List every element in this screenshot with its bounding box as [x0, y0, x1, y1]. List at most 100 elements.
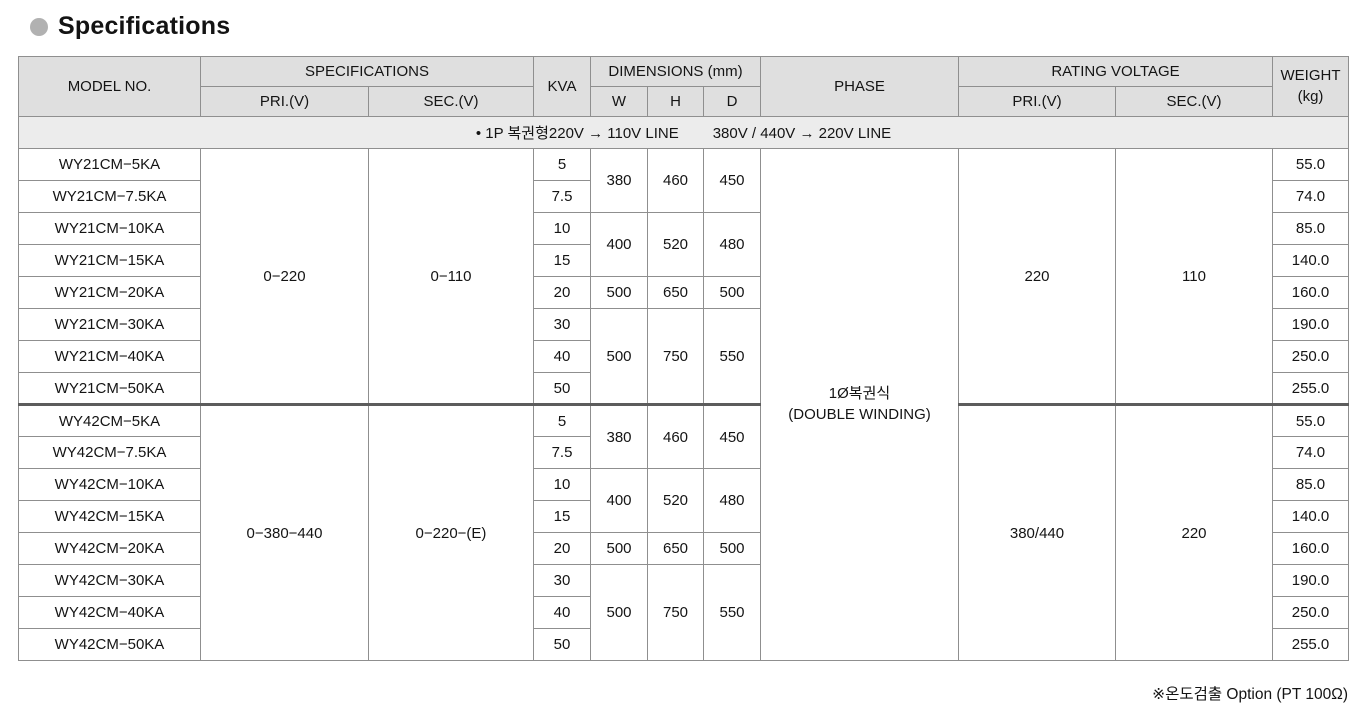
weight-cell: 74.0	[1272, 180, 1350, 213]
dim-d-cell: 450	[703, 148, 761, 213]
rating-pri-cell-block1: 220	[958, 148, 1116, 405]
col-header-rating-voltage: RATING VOLTAGE	[957, 56, 1274, 87]
dim-d-cell: 500	[703, 276, 761, 309]
model-cell: WY42CM−40KA	[18, 596, 201, 629]
phase-line1: 1Ø복권식	[828, 385, 891, 403]
weight-cell: 250.0	[1272, 596, 1350, 629]
kva-cell: 50	[533, 628, 591, 661]
dim-w-cell: 380	[590, 148, 648, 213]
table-row: WY42CM−7.5KA 7.5 74.0	[18, 436, 1350, 469]
model-cell: WY21CM−5KA	[18, 148, 201, 181]
dim-d-cell: 480	[703, 468, 761, 533]
kva-cell: 10	[533, 212, 591, 245]
spec-pri-cell-block2: 0−380−440	[200, 403, 369, 661]
kva-cell: 5	[533, 148, 591, 181]
col-header-spec-sec: SEC.(V)	[368, 86, 534, 117]
dim-d-cell: 550	[703, 564, 761, 661]
kva-cell: 30	[533, 564, 591, 597]
weight-cell: 55.0	[1272, 148, 1350, 181]
dim-d-cell: 500	[703, 532, 761, 565]
line-note-row: • 1P 복권형220V → 110V LINE 380V / 440V → 22…	[17, 116, 1350, 149]
spec-sec-cell-block2: 0−220−(E)	[368, 403, 534, 661]
weight-label: WEIGHT	[1280, 67, 1341, 85]
weight-cell: 140.0	[1272, 500, 1350, 533]
dim-w-cell: 400	[590, 212, 648, 277]
table-row: WY21CM−5KA 0−220 0−110 5 380 460 450 1Ø복…	[18, 148, 1350, 661]
kva-cell: 15	[533, 500, 591, 533]
kva-cell: 15	[533, 244, 591, 277]
col-header-rating-pri: PRI.(V)	[958, 86, 1116, 117]
dim-h-cell: 460	[647, 148, 704, 213]
col-header-dim-h: H	[647, 86, 704, 117]
weight-cell: 255.0	[1272, 372, 1350, 405]
model-cell: WY42CM−7.5KA	[18, 436, 201, 469]
col-header-specifications: SPECIFICATIONS	[200, 56, 534, 87]
model-cell: WY21CM−15KA	[18, 244, 201, 277]
model-cell: WY42CM−50KA	[18, 628, 201, 661]
phase-cell: 1Ø복권식 (DOUBLE WINDING)	[760, 148, 959, 661]
dim-h-cell: 750	[647, 564, 704, 661]
weight-cell: 74.0	[1272, 436, 1350, 469]
kva-cell: 7.5	[533, 180, 591, 213]
model-cell: WY42CM−5KA	[18, 403, 201, 437]
table-row: WY21CM−7.5KA 7.5 74.0	[18, 180, 1350, 213]
weight-cell: 55.0	[1272, 403, 1350, 437]
col-header-dim-w: W	[590, 86, 648, 117]
col-header-dim-d: D	[703, 86, 761, 117]
dim-h-cell: 520	[647, 212, 704, 277]
table-row: WY21CM−20KA 20 500 650 500 160.0	[18, 276, 1350, 309]
kva-cell: 30	[533, 308, 591, 341]
model-cell: WY21CM−10KA	[18, 212, 201, 245]
dim-w-cell: 400	[590, 468, 648, 533]
table-row: WY42CM−40KA 40 250.0	[18, 596, 1350, 629]
spec-sec-cell-block1: 0−110	[368, 148, 534, 405]
weight-cell: 190.0	[1272, 564, 1350, 597]
model-cell: WY21CM−20KA	[18, 276, 201, 309]
col-header-weight: WEIGHT (kg)	[1272, 56, 1350, 117]
dim-h-cell: 750	[647, 308, 704, 405]
phase-line2: (DOUBLE WINDING)	[788, 405, 931, 423]
bullet-icon	[30, 17, 48, 36]
page-title-text: Specifications	[58, 12, 231, 40]
col-header-dimensions: DIMENSIONS (mm)	[590, 56, 761, 87]
weight-cell: 190.0	[1272, 308, 1350, 341]
table-row: WY21CM−10KA 10 400 520 480 85.0	[18, 212, 1350, 277]
col-header-spec-pri: PRI.(V)	[200, 86, 369, 117]
rating-sec-cell-block2: 220	[1114, 403, 1274, 661]
kva-cell: 10	[533, 468, 591, 501]
kva-cell: 5	[533, 403, 591, 437]
dim-d-cell: 550	[703, 308, 761, 405]
dim-w-cell: 380	[590, 403, 648, 469]
model-cell: WY42CM−10KA	[18, 468, 201, 501]
dim-w-cell: 500	[590, 308, 648, 405]
model-cell: WY21CM−7.5KA	[18, 180, 201, 213]
weight-cell: 160.0	[1272, 276, 1350, 309]
weight-cell: 85.0	[1272, 212, 1350, 245]
weight-cell: 250.0	[1272, 340, 1350, 373]
table-row: WY42CM−5KA 0−380−440 0−220−(E) 5 380 460…	[18, 403, 1350, 661]
line-note: • 1P 복권형220V → 110V LINE 380V / 440V → 22…	[17, 116, 1350, 149]
rating-pri-cell-block2: 380/440	[958, 403, 1116, 661]
table-row: WY21CM−15KA 15 140.0	[18, 244, 1350, 277]
line-note-left: • 1P 복권형220V → 110V LINE	[475, 125, 679, 142]
col-header-phase: PHASE	[760, 56, 959, 117]
kva-cell: 20	[533, 532, 591, 565]
line-note-right: 380V / 440V → 220V LINE	[712, 125, 892, 142]
dim-h-cell: 650	[647, 276, 704, 309]
table-row: WY21CM−30KA 30 500 750 550 190.0	[18, 308, 1350, 405]
dim-h-cell: 460	[647, 403, 704, 469]
dim-d-cell: 450	[703, 403, 761, 469]
model-cell: WY21CM−50KA	[18, 372, 201, 405]
col-header-model-no: MODEL NO.	[18, 56, 201, 117]
col-header-rating-sec: SEC.(V)	[1114, 86, 1274, 117]
specifications-table: MODEL NO. SPECIFICATIONS KVA DIMENSIONS …	[17, 56, 1350, 661]
dim-w-cell: 500	[590, 564, 648, 661]
kva-cell: 50	[533, 372, 591, 405]
model-cell: WY21CM−40KA	[18, 340, 201, 373]
page-title: Specifications	[30, 12, 230, 41]
table-row: WY21CM−40KA 40 250.0	[18, 340, 1350, 373]
table-row: WY42CM−50KA 50 255.0	[18, 628, 1350, 661]
option-footnote: ※온도검출 Option (PT 100Ω)	[1152, 686, 1348, 703]
kva-cell: 40	[533, 596, 591, 629]
kva-cell: 40	[533, 340, 591, 373]
